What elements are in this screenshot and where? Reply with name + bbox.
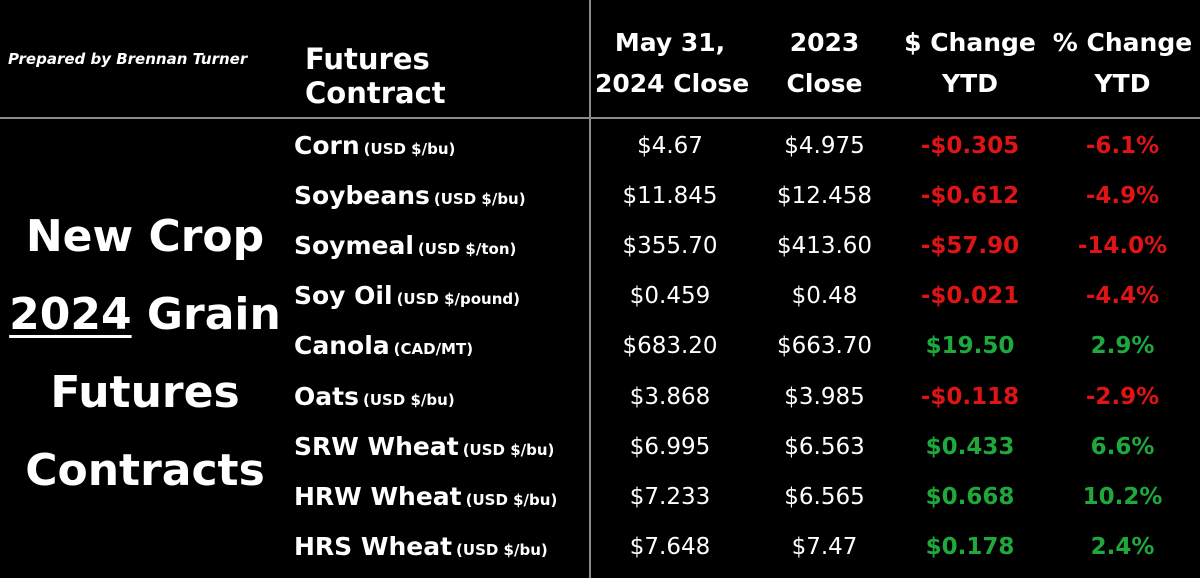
contract-unit: (USD $/bu) [456, 541, 548, 559]
dollar-change-cell: -$0.118 [920, 384, 1020, 410]
contract-name: Soybeans (USD $/bu) [294, 181, 526, 210]
close-2023-cell: $12.458 [776, 183, 873, 209]
dollar-change-cell: $0.668 [925, 484, 1015, 510]
close-2024-cell: $11.845 [622, 183, 718, 209]
dollar-change-cell: -$0.021 [920, 283, 1020, 309]
close-2024-cell: $683.20 [622, 333, 718, 359]
percent-change-cell: 6.6% [1090, 434, 1155, 460]
table-row: SRW Wheat (USD $/bu) $6.995 $6.563 $0.433 6.6… [0, 428, 1200, 478]
percent-change-cell: -2.9% [1085, 384, 1160, 410]
contract-name: Corn (USD $/bu) [294, 131, 456, 160]
table-row: Soybeans (USD $/bu) $11.845 $12.458 -$0.612 -… [0, 177, 1200, 227]
contract-unit: (CAD/MT) [393, 340, 474, 358]
close-2024-cell: $0.459 [629, 283, 711, 309]
contract-name: Soy Oil (USD $/pound) [294, 281, 520, 310]
close-2023-cell: $6.563 [784, 434, 865, 460]
percent-change-cell: -4.9% [1085, 183, 1160, 209]
percent-change-cell: -6.1% [1085, 133, 1160, 159]
percent-change-cell: 10.2% [1082, 484, 1163, 510]
column-divider [589, 0, 591, 578]
percent-change-cell: -14.0% [1077, 233, 1168, 259]
close-2023-cell: $7.47 [791, 534, 858, 560]
table-row: HRW Wheat (USD $/bu) $7.233 $6.565 $0.668 10.… [0, 478, 1200, 528]
contract-unit: (USD $/pound) [396, 290, 520, 308]
contract-name: SRW Wheat (USD $/bu) [294, 432, 555, 461]
close-2023-cell: $4.975 [784, 133, 865, 159]
table-row: Soy Oil (USD $/pound) $0.459 $0.48 -$0.021 -4… [0, 277, 1200, 327]
table-row: Canola (CAD/MT) $683.20 $663.70 $19.50 2.9% [0, 327, 1200, 377]
close-2023-cell: $0.48 [791, 283, 858, 309]
percent-change-cell: 2.9% [1090, 333, 1155, 359]
futures-contract-header: Futures Contract [305, 42, 446, 110]
contract-unit: (USD $/bu) [465, 491, 558, 509]
contract-name: Soymeal (USD $/ton) [294, 231, 517, 260]
contract-unit: (USD $/bu) [363, 140, 456, 158]
col-header-percent-change: % Change YTD [1052, 28, 1193, 98]
prepared-by-credit: Prepared by Brennan Turner [8, 50, 248, 68]
close-2024-cell: $7.233 [629, 484, 711, 510]
percent-change-cell: 2.4% [1090, 534, 1155, 560]
table-row: Oats (USD $/bu) $3.868 $3.985 -$0.118 -2.9% [0, 378, 1200, 428]
dollar-change-cell: $19.50 [925, 333, 1015, 359]
contract-unit: (USD $/bu) [433, 190, 526, 208]
dollar-change-cell: -$57.90 [920, 233, 1020, 259]
col-header-dollar-change: $ Change YTD [904, 28, 1036, 98]
close-2023-cell: $663.70 [776, 333, 873, 359]
contract-unit: (USD $/bu) [462, 441, 555, 459]
col-header-2023-close: 2023 Close [786, 28, 863, 98]
close-2024-cell: $3.868 [629, 384, 711, 410]
contract-name: Canola (CAD/MT) [294, 331, 474, 360]
close-2024-cell: $7.648 [629, 534, 711, 560]
table-row: Soymeal (USD $/ton) $355.70 $413.60 -$57.90 -… [0, 227, 1200, 277]
title-year: 2024 [9, 289, 132, 340]
dollar-change-cell: $0.178 [925, 534, 1015, 560]
header-divider [0, 117, 1200, 119]
close-2024-cell: $6.995 [629, 434, 711, 460]
contract-unit: (USD $/ton) [417, 240, 517, 258]
col-header-2024-close: May 31, 2024 Close [595, 28, 750, 98]
table-row: Corn (USD $/bu) $4.67 $4.975 -$0.305 -6.1% [0, 127, 1200, 177]
contract-name: HRW Wheat (USD $/bu) [294, 482, 558, 511]
dollar-change-cell: $0.433 [925, 434, 1015, 460]
percent-change-cell: -4.4% [1085, 283, 1160, 309]
dollar-change-cell: -$0.612 [920, 183, 1020, 209]
contract-unit: (USD $/bu) [362, 391, 455, 409]
close-2024-cell: $355.70 [622, 233, 718, 259]
close-2023-cell: $6.565 [784, 484, 865, 510]
table-row: HRS Wheat (USD $/bu) $7.648 $7.47 $0.178 2.4% [0, 528, 1200, 578]
dollar-change-cell: -$0.305 [920, 133, 1020, 159]
close-2023-cell: $413.60 [776, 233, 873, 259]
close-2024-cell: $4.67 [637, 133, 703, 159]
contract-name: Oats (USD $/bu) [294, 382, 455, 411]
close-2023-cell: $3.985 [784, 384, 865, 410]
contract-name: HRS Wheat (USD $/bu) [294, 532, 548, 561]
table-title: New Crop 2024 Grain Futures Contracts [9, 211, 281, 496]
